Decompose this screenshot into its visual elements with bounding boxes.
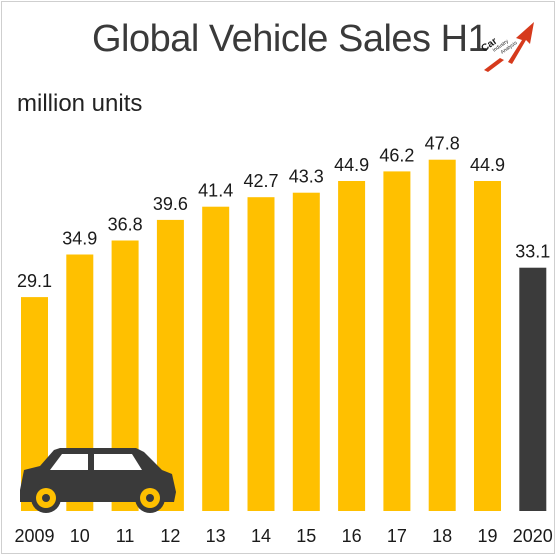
value-label-16: 44.9 bbox=[334, 155, 369, 175]
bar-13 bbox=[202, 206, 230, 511]
bar-17 bbox=[383, 171, 411, 511]
x-tick-label-13: 13 bbox=[206, 526, 226, 546]
x-tick-label-14: 14 bbox=[251, 526, 271, 546]
x-tick-label-11: 11 bbox=[116, 526, 135, 546]
x-tick-label-12: 12 bbox=[160, 526, 180, 546]
x-tick-label-19: 19 bbox=[477, 526, 497, 546]
bars bbox=[21, 159, 547, 511]
value-label-18: 47.8 bbox=[425, 134, 460, 154]
x-tick-label-17: 17 bbox=[387, 526, 407, 546]
value-label-10: 34.9 bbox=[62, 229, 97, 249]
bar-14 bbox=[247, 197, 275, 511]
x-tick-label-18: 18 bbox=[432, 526, 452, 546]
x-axis-tick-labels: 2009 10 11 12 13 14 15 16 17 18 19 2020 bbox=[14, 526, 552, 546]
value-label-11: 36.8 bbox=[108, 215, 143, 235]
value-label-2020: 33.1 bbox=[515, 242, 550, 262]
car-silhouette-icon bbox=[20, 448, 176, 513]
value-label-14: 42.7 bbox=[243, 171, 278, 191]
y-axis-unit-label: million units bbox=[17, 90, 143, 117]
value-label-13: 41.4 bbox=[198, 181, 233, 201]
bar-18 bbox=[428, 159, 456, 511]
x-tick-label-2020: 2020 bbox=[513, 526, 553, 546]
x-tick-label-16: 16 bbox=[342, 526, 362, 546]
value-label-15: 43.3 bbox=[289, 167, 324, 187]
car-industry-analysis-logo-icon: Car Industry Analysis bbox=[479, 22, 534, 72]
value-label-12: 39.6 bbox=[153, 194, 188, 214]
x-tick-label-2009: 2009 bbox=[14, 526, 54, 546]
value-label-19: 44.9 bbox=[470, 155, 505, 175]
bar-19 bbox=[474, 181, 501, 511]
bar-15 bbox=[292, 192, 320, 511]
value-label-17: 46.2 bbox=[379, 145, 414, 165]
chart-title: Global Vehicle Sales H1 bbox=[92, 18, 489, 60]
bar-2020 bbox=[519, 267, 547, 511]
bar-12 bbox=[156, 219, 184, 511]
x-tick-label-10: 10 bbox=[70, 526, 90, 546]
bar-16 bbox=[338, 181, 366, 511]
x-tick-label-15: 15 bbox=[296, 526, 316, 546]
value-label-2009: 29.1 bbox=[17, 271, 52, 291]
value-labels: 29.1 34.9 36.8 39.6 41.4 42.7 43.3 44.9 46.2 47.8… bbox=[17, 134, 550, 291]
